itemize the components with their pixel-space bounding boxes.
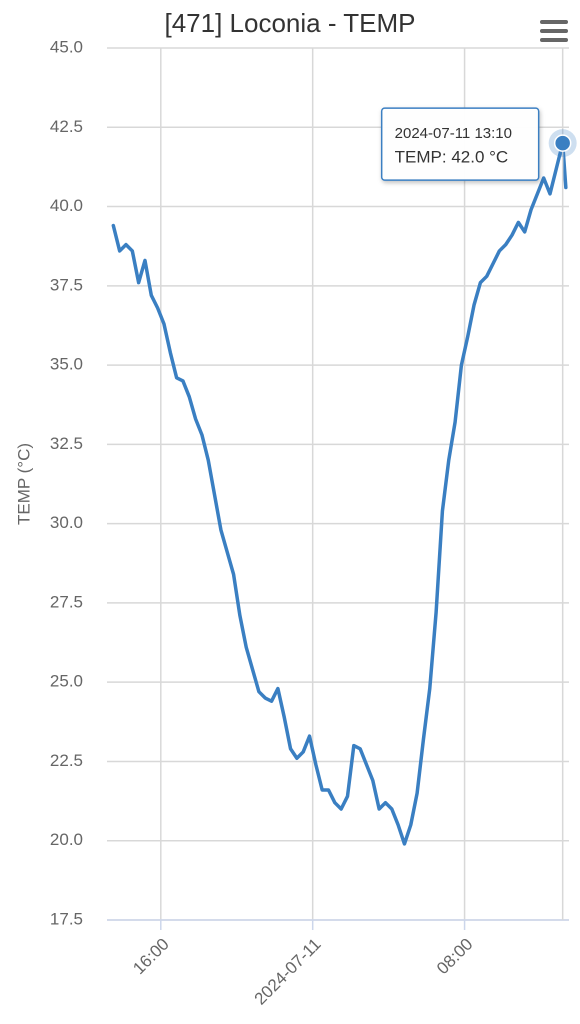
y-tick-label: 27.5: [50, 592, 83, 611]
x-tick-label: 08:00: [433, 935, 477, 979]
tooltip-value: TEMP: 42.0 °C: [395, 148, 509, 167]
x-tick-label: 16:00: [129, 935, 173, 979]
y-tick-label: 40.0: [50, 196, 83, 215]
tooltip: 2024-07-11 13:10 TEMP: 42.0 °C: [380, 107, 540, 181]
y-tick-label: 42.5: [50, 117, 83, 136]
y-axis-label: TEMP (°C): [14, 443, 33, 525]
menu-bar: [540, 38, 568, 42]
menu-bar: [540, 20, 568, 24]
y-tick-label: 35.0: [50, 355, 83, 374]
menu-bar: [540, 29, 568, 33]
y-tick-label: 17.5: [50, 909, 83, 928]
menu-button[interactable]: [540, 20, 568, 42]
tooltip-header: 2024-07-11 13:10: [395, 125, 512, 142]
y-tick-label: 37.5: [50, 275, 83, 294]
y-tick-label: 45.0: [50, 37, 83, 56]
hover-marker: [553, 134, 572, 152]
y-tick-label: 22.5: [50, 751, 83, 770]
y-tick-label: 20.0: [50, 830, 83, 849]
tooltip-box: [380, 107, 540, 181]
y-tick-label: 32.5: [50, 434, 83, 453]
x-tick-label: 2024-07-11: [251, 935, 325, 1009]
y-tick-label: 25.0: [50, 672, 83, 691]
data-line: [111, 141, 568, 846]
chart-title: [471] Loconia - TEMP: [165, 8, 416, 38]
y-tick-label: 30.0: [50, 513, 83, 532]
